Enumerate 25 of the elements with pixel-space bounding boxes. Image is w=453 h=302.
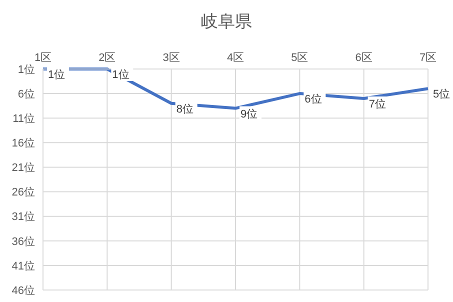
data-label: 1位	[112, 69, 130, 81]
y-tick-label: 1位	[18, 64, 35, 76]
y-tick-label: 21位	[12, 162, 35, 174]
x-tick-label: 1区	[34, 52, 52, 64]
y-tick-label: 26位	[12, 186, 35, 199]
y-tick-label: 11位	[12, 113, 35, 126]
x-tick-label: 2区	[98, 52, 116, 64]
y-tick-label: 41位	[12, 260, 35, 272]
data-label: 8位	[176, 103, 194, 116]
x-tick-label: 7区	[419, 52, 437, 64]
x-tick-label: 3区	[162, 52, 180, 64]
y-tick-label: 46位	[12, 284, 35, 297]
data-label: 5位	[433, 88, 450, 101]
x-tick-label: 5区	[291, 52, 308, 64]
y-tick-label: 36位	[12, 236, 35, 248]
x-tick-label: 6区	[355, 52, 372, 64]
data-label: 1位	[48, 69, 66, 81]
data-label: 6位	[304, 94, 322, 106]
chart-title: 岐阜県	[200, 11, 253, 33]
y-tick-label: 31位	[12, 211, 35, 224]
y-tick-label: 16位	[12, 138, 35, 150]
data-label: 7位	[368, 98, 386, 110]
y-tick-label: 6位	[18, 88, 35, 100]
x-tick-label: 4区	[226, 52, 244, 64]
data-label: 9位	[240, 108, 258, 120]
